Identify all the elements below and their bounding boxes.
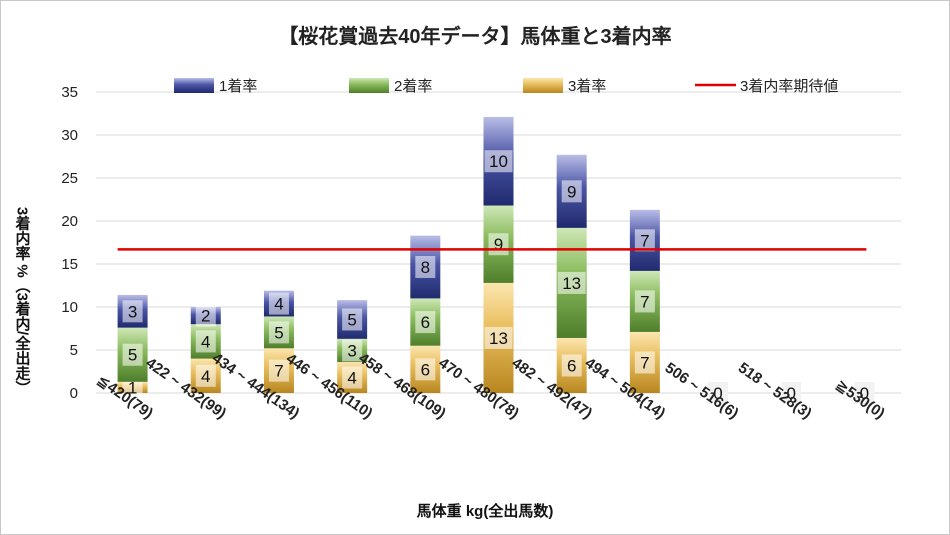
data-label-box [195, 330, 216, 353]
data-label-2nd: 5 [128, 346, 137, 365]
legend: 1着率 2着率 3着率 3着内率期待値 [174, 78, 838, 95]
y-tick-label: 15 [61, 256, 78, 273]
legend-label: 1着率 [219, 78, 257, 95]
data-label-box [268, 292, 289, 315]
data-label-box [122, 376, 143, 399]
y-tick-label: 10 [61, 299, 78, 316]
data-label-2nd: 5 [274, 323, 283, 342]
data-label-2nd: 7 [640, 292, 649, 311]
data-label-1st: 9 [567, 182, 576, 201]
data-label-2nd: 9 [494, 235, 503, 254]
data-label-2nd: 3 [347, 341, 356, 360]
data-label-3rd: 6 [421, 360, 430, 379]
data-label-box [195, 304, 216, 327]
data-label-box [122, 343, 143, 366]
data-label-box [342, 366, 363, 389]
chart-title: 【桜花賞過去40年データ】馬体重と3着内率 [278, 24, 671, 48]
data-label-1st: 7 [640, 231, 649, 250]
data-label-box [854, 382, 875, 404]
data-label-box [415, 358, 436, 381]
data-label-box [634, 229, 655, 252]
x-tick-label: 506 ~ 516(6) [662, 359, 742, 422]
legend-swatch [349, 78, 389, 93]
data-label-box [781, 382, 802, 404]
data-label-box [557, 271, 586, 294]
legend-label: 3着内率期待値 [740, 78, 838, 95]
data-label-zero: 0 [786, 384, 795, 403]
data-label-box [415, 311, 436, 334]
data-label-box [195, 364, 216, 387]
y-tick-label: 0 [70, 385, 78, 402]
data-label-zero: 0 [713, 384, 722, 403]
x-tick-label: 518 ~ 528(3) [735, 359, 815, 422]
data-label-box [342, 308, 363, 331]
data-label-box [634, 290, 655, 313]
data-label-1st: 8 [421, 258, 430, 277]
y-axis-ticks: 0 5 10 15 20 25 30 35 [61, 84, 78, 402]
data-label-1st: 3 [128, 302, 137, 321]
data-label-box [708, 382, 729, 404]
legend-swatch [523, 78, 563, 93]
data-label-1st: 5 [347, 310, 356, 329]
data-label-2nd: 6 [421, 313, 430, 332]
bars: 1 5 3 4 4 2 7 5 4 4 3 5 6 6 8 13 9 10 6 13 9 7 7 7 0 0 0 [117, 116, 875, 404]
data-label-1st: 2 [201, 307, 210, 326]
data-label-3rd: 1 [128, 378, 137, 397]
legend-label: 2着率 [394, 78, 432, 95]
data-label-3rd: 7 [274, 362, 283, 381]
data-label-3rd: 13 [489, 329, 508, 348]
data-label-1st: 10 [489, 152, 508, 171]
x-axis-title: 馬体重 kg(全出馬数) [417, 502, 554, 520]
data-label-3rd: 4 [201, 367, 210, 386]
data-label-zero: 0 [860, 384, 869, 403]
data-label-box [415, 256, 436, 279]
legend-swatch [174, 78, 214, 93]
y-tick-label: 20 [61, 213, 78, 230]
data-label-box [561, 180, 582, 203]
data-label-2nd: 4 [201, 332, 210, 351]
data-label-box [268, 359, 289, 382]
y-tick-label: 25 [61, 170, 78, 187]
data-label-2nd: 13 [562, 274, 581, 293]
data-label-box [342, 339, 363, 362]
data-label-box [122, 300, 143, 323]
y-tick-label: 35 [61, 84, 78, 101]
data-label-1st: 4 [274, 295, 283, 314]
data-label-box [268, 321, 289, 344]
data-label-box [484, 326, 513, 349]
data-label-3rd: 4 [347, 369, 356, 388]
y-axis-title: 3着内率 %（3着内/全出走） [14, 207, 32, 395]
data-label-box [561, 354, 582, 377]
legend-label: 3着率 [568, 78, 606, 95]
data-label-box [484, 150, 513, 173]
y-tick-label: 5 [70, 342, 78, 359]
data-label-box [634, 351, 655, 374]
data-label-3rd: 6 [567, 356, 576, 375]
y-tick-label: 30 [61, 127, 78, 144]
data-label-3rd: 7 [640, 353, 649, 372]
